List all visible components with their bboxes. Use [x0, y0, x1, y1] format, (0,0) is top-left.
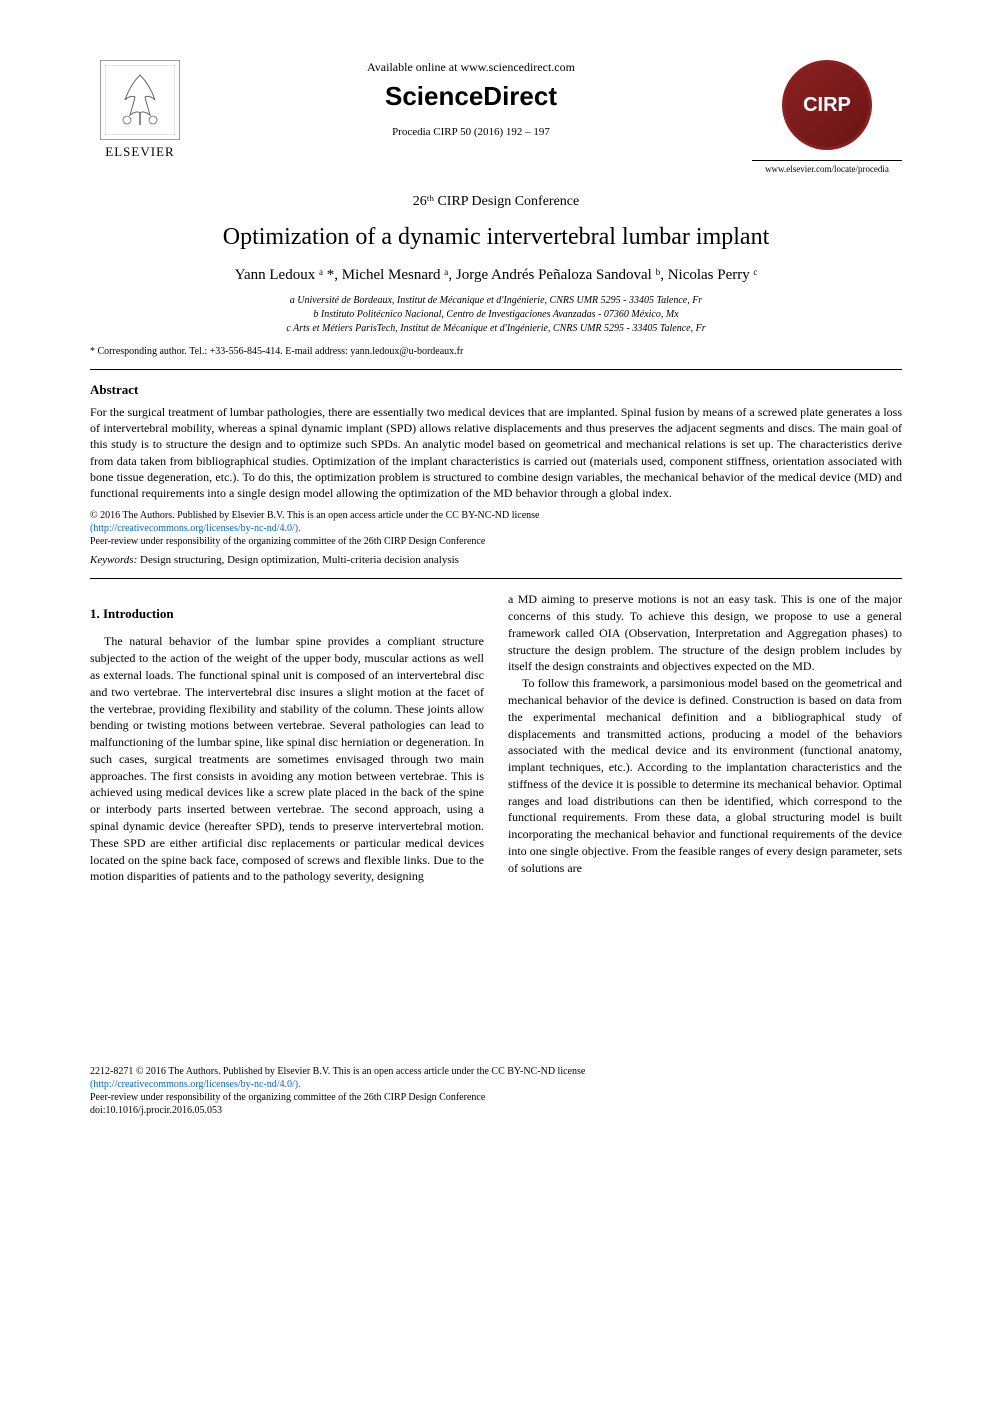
cirp-label: CIRP: [803, 94, 851, 117]
affiliations: a Université de Bordeaux, Institut de Mé…: [90, 294, 902, 336]
authors-line: Yann Ledoux ᵃ *, Michel Mesnard ᵃ, Jorge…: [90, 267, 902, 284]
license-block: © 2016 The Authors. Published by Elsevie…: [90, 509, 902, 548]
divider-top: [90, 369, 902, 370]
corresponding-author: * Corresponding author. Tel.: +33-556-84…: [90, 346, 902, 357]
introduction-heading: 1. Introduction: [90, 605, 484, 623]
available-online-text: Available online at www.sciencedirect.co…: [210, 60, 732, 75]
license-link[interactable]: (http://creativecommons.org/licenses/by-…: [90, 523, 301, 534]
sciencedirect-label: ScienceDirect: [210, 81, 732, 112]
introduction-col2-p1: a MD aiming to preserve motions is not a…: [508, 591, 902, 675]
elsevier-tree-icon: [100, 60, 180, 140]
license-copyright: © 2016 The Authors. Published by Elsevie…: [90, 510, 539, 521]
cirp-logo: CIRP www.elsevier.com/locate/procedia: [752, 60, 902, 174]
footer-issn: 2212-8271 © 2016 The Authors. Published …: [90, 1066, 585, 1077]
column-left: 1. Introduction The natural behavior of …: [90, 591, 484, 885]
column-right: a MD aiming to preserve motions is not a…: [508, 591, 902, 885]
introduction-col2-p2: To follow this framework, a parsimonious…: [508, 675, 902, 877]
elsevier-label: ELSEVIER: [105, 144, 174, 160]
abstract-body: For the surgical treatment of lumbar pat…: [90, 404, 902, 501]
abstract-heading: Abstract: [90, 382, 902, 398]
center-header: Available online at www.sciencedirect.co…: [190, 60, 752, 138]
divider-bottom: [90, 578, 902, 579]
footer-license-link[interactable]: (http://creativecommons.org/licenses/by-…: [90, 1079, 301, 1090]
affiliation-a: a Université de Bordeaux, Institut de Mé…: [90, 294, 902, 308]
footer-doi: doi:10.1016/j.procir.2016.05.053: [90, 1105, 222, 1116]
keywords-label: Keywords:: [90, 554, 137, 566]
cirp-underline: [752, 160, 902, 161]
page-footer: 2212-8271 © 2016 The Authors. Published …: [90, 1065, 902, 1117]
affiliation-c: c Arts et Métiers ParisTech, Institut de…: [90, 322, 902, 336]
affiliation-b: b Instituto Politécnico Nacional, Centro…: [90, 308, 902, 322]
license-peer-review: Peer-review under responsibility of the …: [90, 536, 485, 547]
introduction-col1: The natural behavior of the lumbar spine…: [90, 633, 484, 885]
keywords-text: Design structuring, Design optimization,…: [137, 554, 459, 566]
header-row: ELSEVIER Available online at www.science…: [90, 60, 902, 174]
conference-name: 26ᵗʰ CIRP Design Conference: [90, 194, 902, 210]
cirp-circle-icon: CIRP: [782, 60, 872, 150]
footer-peer-review: Peer-review under responsibility of the …: [90, 1092, 485, 1103]
procedia-citation: Procedia CIRP 50 (2016) 192 – 197: [210, 126, 732, 138]
elsevier-logo: ELSEVIER: [90, 60, 190, 160]
keywords-line: Keywords: Design structuring, Design opt…: [90, 554, 902, 566]
elsevier-url-text: www.elsevier.com/locate/procedia: [765, 164, 889, 174]
two-column-body: 1. Introduction The natural behavior of …: [90, 591, 902, 885]
paper-title: Optimization of a dynamic intervertebral…: [90, 224, 902, 251]
